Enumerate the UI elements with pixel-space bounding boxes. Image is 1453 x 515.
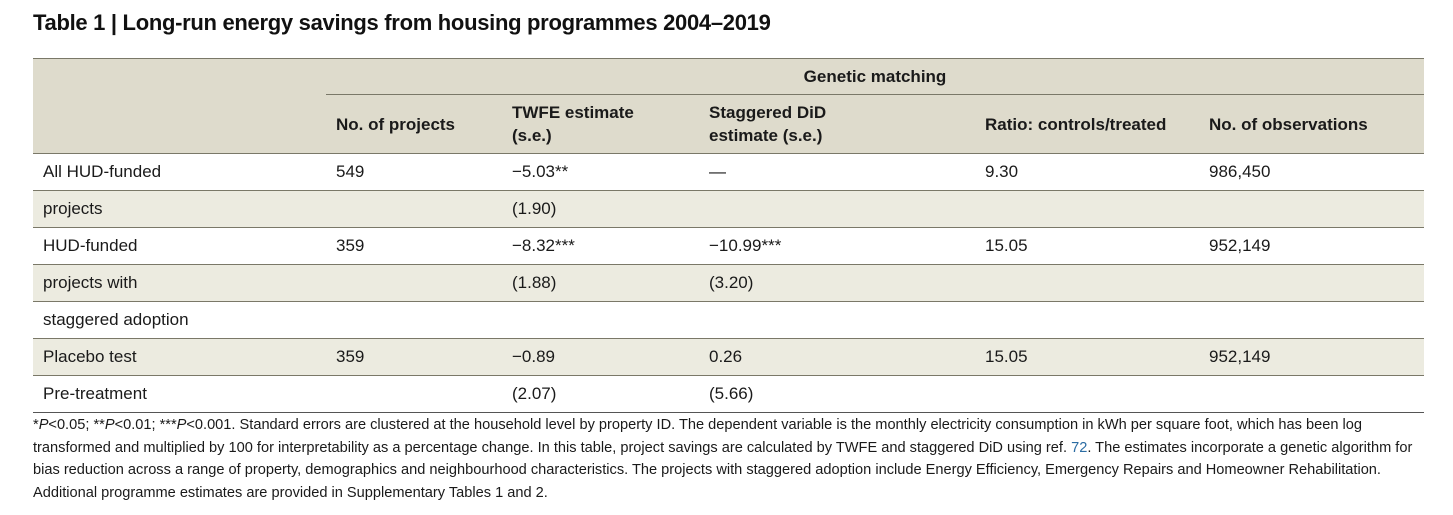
footnote-p-symbol: P [104, 417, 115, 433]
cell-ratio: 9.30 [975, 153, 1199, 191]
col-header-twfe: TWFE estimate (s.e.) [502, 94, 699, 154]
cell-projects: 359 [326, 338, 502, 376]
footnote-text-a: Standard errors are clustered at the hou… [33, 417, 1362, 456]
cell-projects [326, 190, 502, 228]
row-label: staggered adoption [33, 301, 326, 339]
cell-did: −10.99*** [699, 227, 975, 265]
cell-observations [1199, 190, 1424, 228]
table-row: projects with (1.88) (3.20) [33, 264, 1424, 302]
col-header-staggered-did: Staggered DiD estimate (s.e.) [699, 94, 975, 154]
col-header-did-line2: estimate (s.e.) [709, 126, 823, 145]
col-header-twfe-line1: TWFE estimate [512, 103, 634, 122]
stub-header-cell [33, 58, 326, 154]
cell-twfe: −8.32*** [502, 227, 699, 265]
cell-twfe: −5.03** [502, 153, 699, 191]
cell-observations: 952,149 [1199, 338, 1424, 376]
col-header-did-line1: Staggered DiD [709, 103, 827, 122]
cell-twfe [502, 301, 699, 339]
row-label: Pre-treatment [33, 375, 326, 413]
cell-twfe: (1.90) [502, 190, 699, 228]
cell-did [699, 190, 975, 228]
cell-did [699, 301, 975, 339]
cell-did: (5.66) [699, 375, 975, 413]
cell-ratio [975, 375, 1199, 413]
cell-projects [326, 375, 502, 413]
row-label: HUD-funded [33, 227, 326, 265]
cell-twfe: (1.88) [502, 264, 699, 302]
cell-ratio: 15.05 [975, 338, 1199, 376]
cell-observations: 986,450 [1199, 153, 1424, 191]
cell-observations [1199, 264, 1424, 302]
reference-link[interactable]: 72 [1071, 439, 1088, 456]
col-header-twfe-line2: (s.e.) [512, 126, 552, 145]
cell-ratio: 15.05 [975, 227, 1199, 265]
cell-twfe: −0.89 [502, 338, 699, 376]
cell-projects [326, 301, 502, 339]
cell-ratio [975, 190, 1199, 228]
cell-did: 0.26 [699, 338, 975, 376]
row-label: projects [33, 190, 326, 228]
cell-projects: 359 [326, 227, 502, 265]
cell-ratio [975, 301, 1199, 339]
row-label: All HUD-funded [33, 153, 326, 191]
group-header-row: Genetic matching [33, 58, 1424, 154]
footnote-sig-text: <0.01; *** [114, 417, 177, 433]
cell-did: (3.20) [699, 264, 975, 302]
group-header-genetic-matching: Genetic matching [326, 58, 1424, 95]
cell-projects: 549 [326, 153, 502, 191]
table-row: projects (1.90) [33, 190, 1424, 228]
table-footnote: *P<0.05; **P<0.01; ***P<0.001. Standard … [33, 417, 1413, 501]
col-header-ratio: Ratio: controls/treated [975, 94, 1199, 154]
footnote-sig-text: <0.001. [186, 417, 236, 433]
cell-observations [1199, 301, 1424, 339]
footnote-p-symbol: P [176, 417, 187, 433]
table-row: staggered adoption [33, 301, 1424, 339]
col-header-observations: No. of observations [1199, 94, 1424, 154]
cell-twfe: (2.07) [502, 375, 699, 413]
cell-did: — [699, 153, 975, 191]
table-title: Table 1 | Long-run energy savings from h… [33, 10, 771, 35]
results-table: Genetic matching No. of projects TWFE es… [33, 58, 1424, 413]
table-row: All HUD-funded 549 −5.03** — 9.30 986,45… [33, 153, 1424, 191]
cell-observations: 952,149 [1199, 227, 1424, 265]
footnote-sig-text: <0.05; ** [48, 417, 105, 433]
table-row: HUD-funded 359 −8.32*** −10.99*** 15.05 … [33, 227, 1424, 265]
cell-observations [1199, 375, 1424, 413]
col-header-projects: No. of projects [326, 94, 502, 154]
row-label: Placebo test [33, 338, 326, 376]
table-row: Placebo test 359 −0.89 0.26 15.05 952,14… [33, 338, 1424, 376]
footnote-text-b: . The estimates incorporate a genetic al… [33, 439, 1413, 501]
row-label: projects with [33, 264, 326, 302]
table-row: Pre-treatment (2.07) (5.66) [33, 375, 1424, 413]
column-header-row: No. of projects TWFE estimate (s.e.) Sta… [33, 94, 1424, 154]
cell-projects [326, 264, 502, 302]
footnote-p-symbol: P [38, 417, 49, 433]
cell-ratio [975, 264, 1199, 302]
